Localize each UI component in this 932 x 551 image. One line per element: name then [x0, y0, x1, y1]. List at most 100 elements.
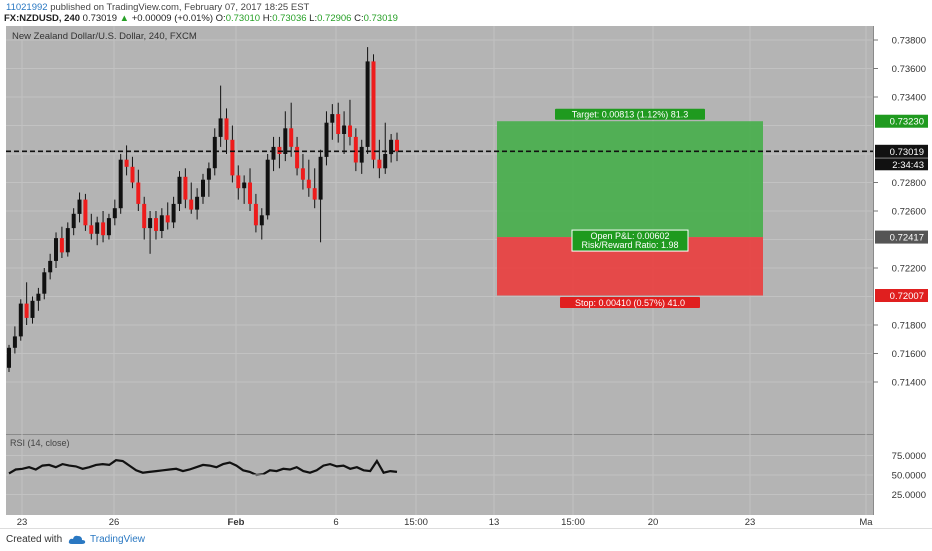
candle-body[interactable] [236, 175, 241, 189]
candle-body[interactable] [30, 300, 35, 318]
candle-body[interactable] [318, 156, 323, 200]
time-tick-label: 26 [109, 517, 120, 528]
candle-body[interactable] [171, 203, 176, 223]
position-tool[interactable]: Target: 0.00813 (1.12%) 81.3 Stop: 0.0041… [497, 108, 763, 309]
tradingview-link[interactable]: TradingView [90, 534, 146, 545]
candle-body[interactable] [77, 199, 82, 214]
candle-body[interactable] [101, 222, 106, 236]
candle-body[interactable] [277, 146, 282, 154]
price-chart[interactable]: Target: 0.00813 (1.12%) 81.3 Stop: 0.0041… [0, 26, 932, 528]
candle-body[interactable] [353, 136, 358, 163]
price-tick-label: 0.72600 [892, 207, 926, 218]
candle-body[interactable] [248, 182, 252, 204]
time-axis[interactable]: 23 26 Feb 6 15:00 13 15:00 20 23 Ma [17, 517, 874, 528]
candlestick-series[interactable] [7, 47, 399, 372]
candle-body[interactable] [106, 218, 111, 236]
candle-body[interactable] [312, 188, 317, 200]
candle-body[interactable] [383, 154, 388, 169]
chart-title: New Zealand Dollar/U.S. Dollar, 240, FXC… [12, 31, 197, 42]
candle-body[interactable] [159, 215, 164, 231]
candle-body[interactable] [130, 166, 135, 183]
candle-body[interactable] [24, 303, 29, 318]
candle-body[interactable] [177, 176, 182, 204]
candle-body[interactable] [395, 139, 399, 152]
publish-line: 11021992 published on TradingView.com, F… [6, 2, 309, 13]
time-tick-label: 6 [333, 517, 338, 528]
candle-body[interactable] [230, 139, 235, 176]
candle-body[interactable] [195, 196, 200, 210]
candle-body[interactable] [12, 336, 17, 348]
open-label: O: [215, 13, 226, 24]
target-zone[interactable] [497, 121, 763, 238]
candle-body[interactable] [154, 218, 158, 231]
candle-body[interactable] [336, 114, 341, 134]
candle-body[interactable] [189, 199, 194, 210]
candle-body[interactable] [389, 139, 394, 155]
candle-body[interactable] [324, 122, 329, 157]
candle-body[interactable] [118, 159, 123, 209]
candle-body[interactable] [42, 272, 47, 294]
candle-body[interactable] [242, 182, 247, 189]
candle-body[interactable] [259, 215, 264, 226]
user-id-link[interactable]: 11021992 [6, 2, 48, 13]
candle-body[interactable] [18, 303, 23, 337]
candle-body[interactable] [89, 225, 94, 234]
candle-body[interactable] [306, 179, 311, 189]
price-tick-label: 0.71400 [892, 378, 926, 389]
price-label: 0.72417 [890, 233, 924, 244]
candle-body[interactable] [348, 125, 352, 137]
candle-body[interactable] [253, 203, 258, 226]
low-value: 0.72906 [317, 13, 352, 24]
candle-body[interactable] [206, 168, 211, 180]
symbol-line: FX:NZDUSD, 240 0.73019 ▲ +0.00009 (+0.01… [4, 13, 398, 24]
candle-body[interactable] [7, 347, 11, 368]
candle-body[interactable] [54, 238, 58, 261]
price-axis[interactable]: 0.73800 0.73600 0.73400 0.72800 0.72600 0.722… [873, 36, 926, 389]
candle-body[interactable] [289, 128, 294, 147]
candle-body[interactable] [271, 146, 276, 160]
candle-body[interactable] [112, 208, 117, 219]
candle-body[interactable] [183, 176, 188, 200]
close-value: 0.73019 [363, 13, 398, 24]
candle-body[interactable] [59, 238, 64, 253]
price-label: 0.73230 [890, 117, 924, 128]
candle-body[interactable] [48, 260, 53, 273]
candle-body[interactable] [201, 179, 205, 197]
candle-body[interactable] [330, 114, 335, 123]
rsi-line[interactable] [8, 458, 398, 477]
current-price-box [875, 144, 928, 158]
candle-body[interactable] [365, 61, 370, 147]
high-label: H: [262, 13, 273, 24]
candle-body[interactable] [65, 228, 70, 253]
candle-body[interactable] [359, 146, 364, 163]
price-label-box [875, 114, 928, 128]
candle-body[interactable] [71, 213, 76, 229]
candle-body[interactable] [377, 159, 382, 169]
candle-body[interactable] [148, 218, 153, 229]
candle-body[interactable] [300, 168, 305, 180]
candle-body[interactable] [83, 199, 88, 226]
candle-body[interactable] [265, 159, 270, 216]
candle-body[interactable] [95, 222, 100, 234]
symbol-name[interactable]: FX:NZDUSD, 240 [4, 13, 81, 24]
countdown-label: 2:34:43 [892, 160, 924, 171]
candle-body[interactable] [295, 146, 300, 169]
candle-body[interactable] [224, 118, 229, 140]
candle-body[interactable] [283, 128, 288, 154]
candle-body[interactable] [124, 159, 129, 167]
candle-body[interactable] [142, 203, 147, 229]
price-tick-label: 0.72800 [892, 178, 926, 189]
countdown-box [875, 158, 928, 171]
candle-body[interactable] [342, 125, 347, 135]
up-arrow-icon: ▲ [119, 13, 130, 24]
price-tick-label: 0.72200 [892, 264, 926, 275]
candle-body[interactable] [36, 293, 41, 301]
time-tick-label: Ma [859, 517, 873, 528]
footer: Created with TradingView [0, 528, 932, 551]
candle-body[interactable] [136, 182, 141, 204]
target-label: Target: 0.00813 (1.12%) 81.3 [572, 110, 689, 120]
candle-body[interactable] [371, 61, 376, 160]
candle-body[interactable] [218, 118, 223, 137]
candle-body[interactable] [212, 136, 217, 169]
candle-body[interactable] [165, 215, 170, 223]
